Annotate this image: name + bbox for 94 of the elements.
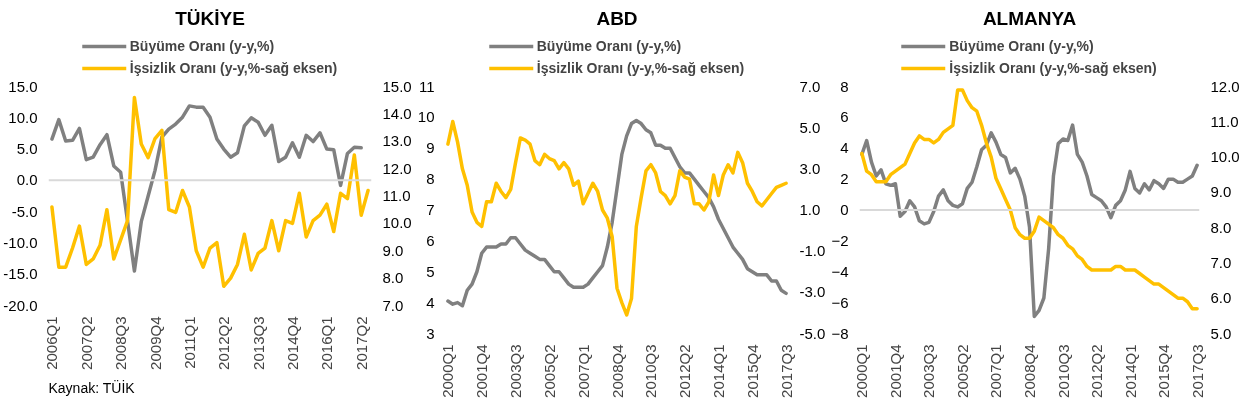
x-tick-label: 2015Q4 <box>1155 344 1173 398</box>
x-tick-label: 2008Q3 <box>112 316 130 370</box>
x-tick-label: 2005Q2 <box>953 344 971 398</box>
x-tick-label: 2012Q2 <box>1088 344 1106 398</box>
y2-tick-label: 11.0 <box>382 187 411 204</box>
y2-tick-label: 10.0 <box>382 214 412 232</box>
x-tick-label: 2012Q2 <box>215 316 233 370</box>
x-tick-label: 2007Q1 <box>987 344 1005 398</box>
x-tick-label: 2017Q3 <box>1188 344 1206 398</box>
y-tick-label: 10.0 <box>8 108 38 126</box>
y2-tick-label: 8.0 <box>1210 218 1232 236</box>
x-tick-label: 2014Q1 <box>709 344 727 398</box>
y-tick-label: 3 <box>426 324 435 342</box>
x-tick-label: 2000Q1 <box>853 344 871 398</box>
x-tick-label: 2014Q4 <box>283 316 301 370</box>
chart-title: ALMANYA <box>982 7 1077 29</box>
legend-label: İşsizlik Oranı (y-y,%-sağ eksen) <box>949 60 1157 76</box>
x-tick-label: 2008Q4 <box>1021 344 1038 398</box>
y-tick-label: 11 <box>418 77 435 95</box>
x-tick-label: 2011Q1 <box>180 316 198 369</box>
y-tick-label: −4 <box>831 262 849 280</box>
x-tick-label: 2003Q3 <box>507 344 525 398</box>
y-tick-label: 7 <box>426 201 435 218</box>
y2-tick-label: 3.0 <box>799 159 821 177</box>
y-tick-label: -15.0 <box>3 265 38 283</box>
y-tick-label: −8 <box>831 324 849 342</box>
x-tick-label: 2014Q1 <box>1121 344 1139 398</box>
legend-label: İşsizlik Oranı (y-y,%-sağ eksen) <box>536 60 745 76</box>
x-tick-label: 2001Q4 <box>473 344 491 398</box>
y-tick-label: 8 <box>426 170 435 188</box>
x-tick-label: 2013Q3 <box>249 316 267 370</box>
x-tick-label: 2006Q1 <box>43 316 61 370</box>
line-series <box>860 88 1199 311</box>
chart-title: TÜKİYE <box>175 7 245 29</box>
x-tick-label: 2016Q1 <box>318 316 336 370</box>
x-tick-label: 2000Q1 <box>439 344 457 398</box>
y2-tick-label: 5.0 <box>799 118 821 136</box>
x-tick-label: 2007Q1 <box>574 344 592 398</box>
y-tick-label: -5.0 <box>11 202 38 220</box>
y2-tick-label: 13.0 <box>382 132 412 150</box>
y-tick-label: 4 <box>840 139 849 157</box>
x-tick-label: 2015Q4 <box>743 344 761 398</box>
y2-tick-label: 15.0 <box>382 77 412 95</box>
y2-tick-label: 7.0 <box>1210 253 1232 271</box>
x-tick-label: 2001Q4 <box>886 344 904 398</box>
y-tick-label: 0.0 <box>16 171 38 189</box>
x-tick-label: 2003Q3 <box>920 344 938 398</box>
x-tick-label: 2012Q2 <box>676 344 694 398</box>
y2-tick-label: 9.0 <box>382 241 404 259</box>
text: Kaynak: TÜİK <box>48 378 136 396</box>
y2-tick-label: 12.0 <box>1210 77 1240 95</box>
y-tick-label: 8 <box>840 77 849 95</box>
x-tick-label: 2017Q2 <box>352 316 370 370</box>
x-tick-label: 2010Q3 <box>1054 344 1072 398</box>
x-tick-label: 2005Q2 <box>540 344 558 398</box>
y2-tick-label: 10.0 <box>1210 148 1240 166</box>
x-tick-label: 2008Q4 <box>608 344 626 398</box>
y-tick-label: 2 <box>840 170 849 188</box>
y2-tick-label: -3.0 <box>799 283 826 301</box>
y-tick-label: -20.0 <box>3 296 38 314</box>
chart-title: ABD <box>596 7 638 29</box>
y2-tick-label: 8.0 <box>382 269 404 287</box>
y-tick-label: 6 <box>426 231 435 249</box>
y-tick-label: 4 <box>426 293 435 311</box>
x-tick-label: 2017Q3 <box>777 344 795 398</box>
legend-label: Büyüme Oranı (y-y,%) <box>949 38 1094 54</box>
y-tick-label: −2 <box>831 231 849 249</box>
y-tick-label: −6 <box>831 293 849 311</box>
y2-tick-label: 7.0 <box>799 77 821 95</box>
y2-tick-label: 9.0 <box>1210 183 1232 201</box>
legend-label: Büyüme Oranı (y-y,%) <box>536 38 682 54</box>
line-series <box>860 123 1199 319</box>
y2-tick-label: 5.0 <box>1210 324 1232 342</box>
y2-tick-label: 7.0 <box>382 296 404 314</box>
y-tick-label: 6 <box>840 108 849 126</box>
y-tick-label: 5.0 <box>16 140 38 158</box>
y-tick-label: -10.0 <box>3 233 38 251</box>
y-tick-label: 5 <box>426 262 435 280</box>
y2-tick-label: 14.0 <box>382 104 412 122</box>
x-tick-label: 2009Q4 <box>146 316 164 370</box>
y2-tick-label: 6.0 <box>1210 289 1232 307</box>
y-tick-label: 10 <box>417 108 435 126</box>
y2-tick-label: -1.0 <box>799 242 826 260</box>
y-tick-label: 0 <box>840 201 849 218</box>
legend-label: Büyüme Oranı (y-y,%) <box>129 38 275 54</box>
y2-tick-label: 11.0 <box>1210 112 1239 130</box>
y-tick-label: 15.0 <box>8 77 38 95</box>
y-tick-label: 9 <box>426 139 435 157</box>
y2-tick-label: 1.0 <box>799 201 821 218</box>
x-tick-label: 2010Q3 <box>642 344 660 398</box>
y2-tick-label: -5.0 <box>799 324 826 342</box>
legend-label: İşsizlik Oranı (y-y,%-sağ eksen) <box>129 60 338 76</box>
x-tick-label: 2007Q2 <box>77 316 95 370</box>
y2-tick-label: 12.0 <box>382 159 412 177</box>
